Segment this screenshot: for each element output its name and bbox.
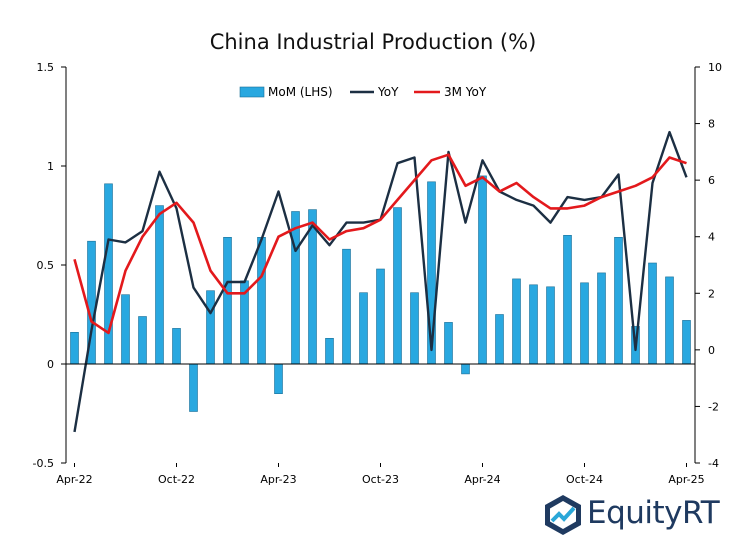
mom-bar [325, 337, 334, 365]
right-tick-label: -2 [708, 400, 719, 413]
mom-bar [308, 209, 317, 365]
mom-bar [665, 276, 674, 365]
mom-bar [155, 205, 164, 365]
left-tick-label: 0 [47, 358, 54, 371]
mom-bar [206, 290, 215, 365]
legend-label-mom: MoM (LHS) [268, 85, 333, 99]
legend-label-yoy: YoY [377, 85, 399, 99]
mom-bar [138, 316, 147, 365]
mom-bar [682, 320, 691, 365]
mom-bar [512, 278, 521, 365]
mom-bar [580, 282, 589, 365]
mom-bar [563, 235, 572, 365]
mom-bar [376, 268, 385, 365]
x-tick-label: Apr-23 [260, 473, 296, 486]
left-tick-label: 1 [47, 160, 54, 173]
right-tick-label: 8 [708, 118, 715, 131]
mom-bar [359, 292, 368, 365]
mom-bar [172, 328, 181, 365]
equityrt-logo-icon [545, 495, 581, 535]
left-tick-label: 1.5 [37, 61, 55, 74]
mom-bar [546, 286, 555, 365]
right-tick-label: 2 [708, 287, 715, 300]
left-tick-label: -0.5 [33, 457, 54, 470]
right-tick-label: -4 [708, 457, 719, 470]
mom-bar [393, 207, 402, 365]
chart-title: China Industrial Production (%) [209, 30, 537, 54]
x-tick-label: Apr-25 [668, 473, 704, 486]
right-tick-label: 0 [708, 344, 715, 357]
mom-bar [291, 211, 300, 365]
x-tick-label: Oct-22 [158, 473, 195, 486]
right-tick-label: 6 [708, 174, 715, 187]
mom-bar [121, 294, 130, 365]
mom-bar [223, 237, 232, 365]
mom-bar [529, 284, 538, 365]
left-tick-label: 0.5 [37, 259, 55, 272]
x-tick-label: Oct-24 [566, 473, 603, 486]
mom-bar [189, 363, 198, 412]
mom-bar [342, 248, 351, 365]
mom-bar [478, 175, 487, 365]
mom-bar [461, 363, 470, 375]
right-tick-label: 10 [708, 61, 722, 74]
mom-bar [614, 237, 623, 365]
mom-bar [274, 363, 283, 395]
mom-bar [70, 331, 79, 365]
mom-bar [495, 314, 504, 365]
x-tick-label: Apr-24 [464, 473, 500, 486]
mom-bar [257, 237, 266, 365]
x-tick-label: Apr-22 [56, 473, 92, 486]
x-tick-label: Oct-23 [362, 473, 399, 486]
equityrt-logo: EquityRT [543, 492, 733, 540]
right-tick-label: 4 [708, 231, 715, 244]
three-month-yoy-line [73, 153, 687, 335]
equityrt-logo-text: EquityRT [587, 495, 720, 531]
mom-bar [597, 272, 606, 365]
legend-label-3m-yoy: 3M YoY [444, 85, 487, 99]
legend-swatch-mom [239, 86, 265, 98]
mom-bar [410, 292, 419, 365]
mom-bar [444, 322, 453, 365]
mom-bar [104, 183, 113, 365]
mom-bar [648, 262, 657, 365]
